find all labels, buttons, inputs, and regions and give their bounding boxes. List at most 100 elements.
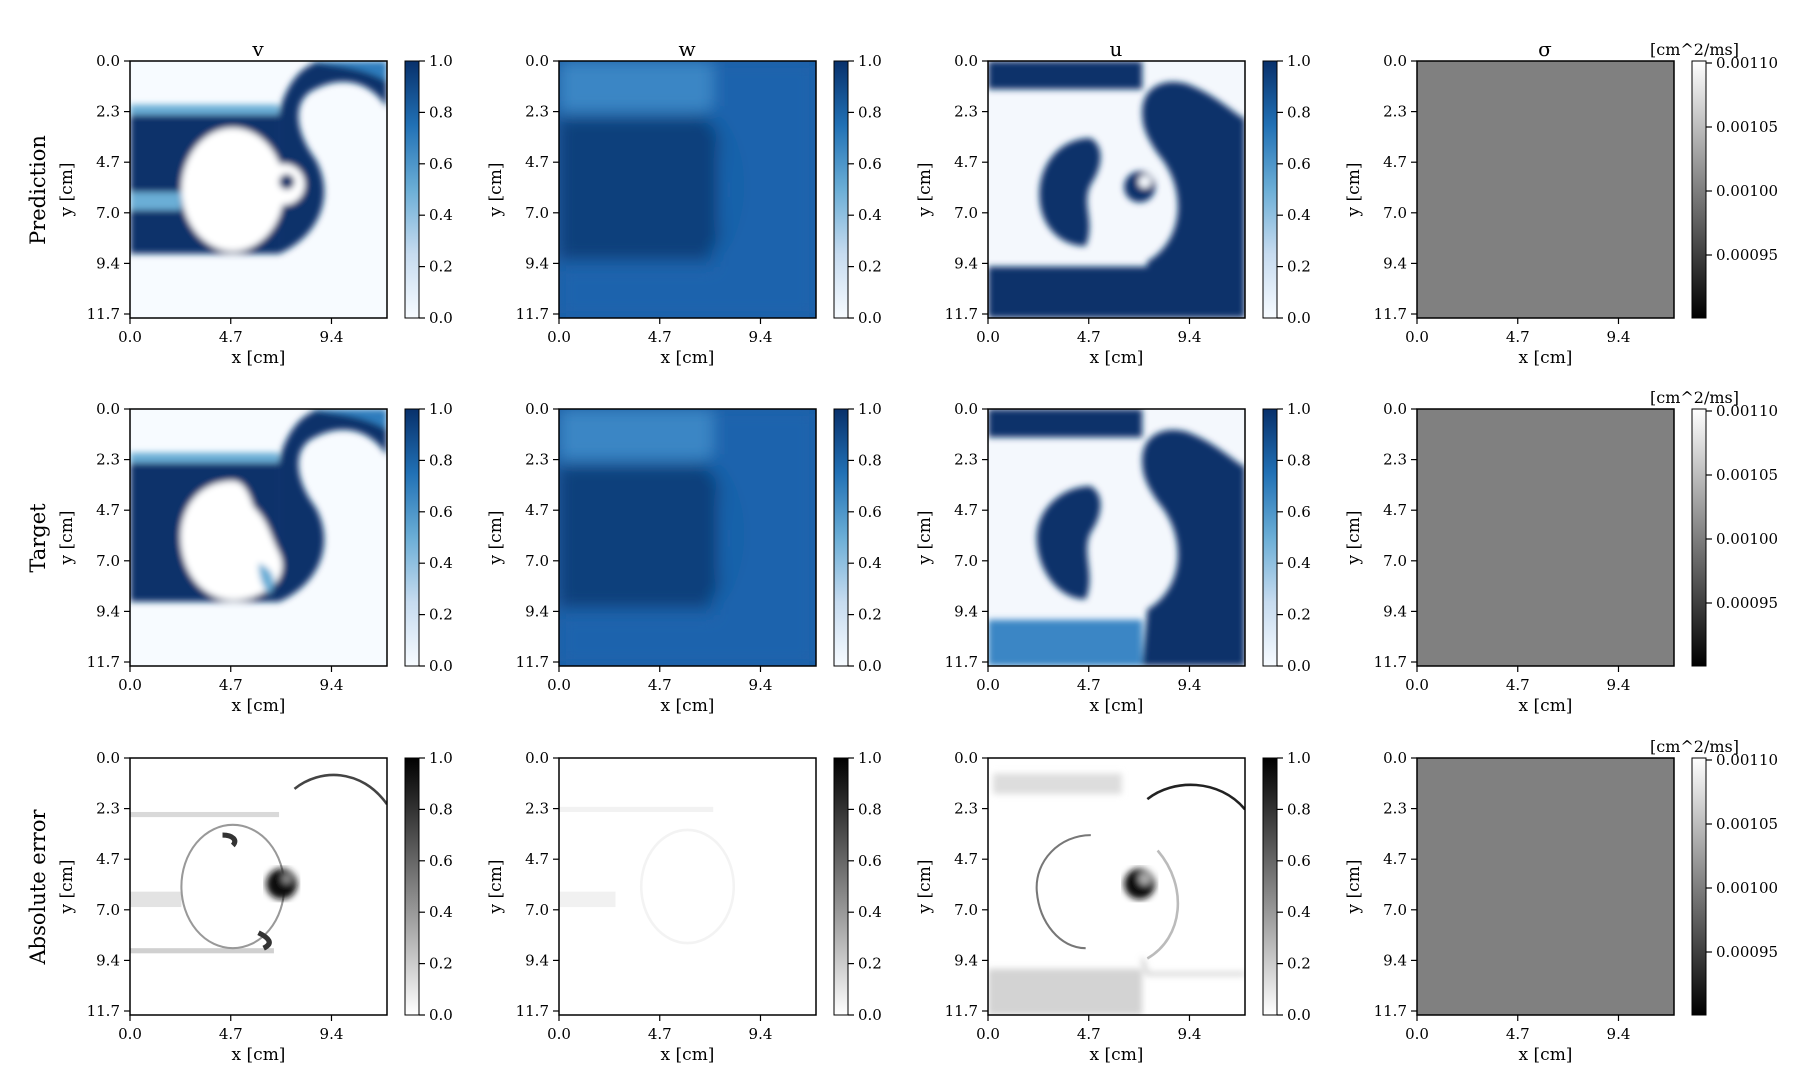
colorbar-tick-label: 1.0	[858, 400, 882, 418]
y-tick-label: 7.0	[1383, 901, 1407, 919]
y-tick-label: 2.3	[525, 103, 549, 121]
x-tick-label: 4.7	[648, 676, 672, 694]
y-tick-label: 7.0	[525, 552, 549, 570]
colorbar-tick-label: 0.4	[429, 554, 453, 572]
x-axis-label: x [cm]	[661, 348, 715, 368]
colorbar-target-sigma	[1692, 409, 1706, 666]
colorbar-tick-label: 0.2	[1287, 258, 1311, 276]
colorbar-tick-label: 0.00105	[1716, 118, 1778, 136]
panel-prediction-u	[988, 61, 1245, 318]
row-title-target: Target	[26, 503, 50, 573]
colorbar-tick-label: 0.0	[1287, 657, 1311, 675]
x-tick-label: 9.4	[1178, 328, 1202, 346]
y-tick-label: 0.0	[96, 52, 120, 70]
y-tick-label: 7.0	[954, 901, 978, 919]
y-tick-label: 2.3	[1383, 103, 1407, 121]
y-tick-label: 11.7	[1374, 305, 1407, 323]
y-tick-label: 9.4	[1383, 951, 1407, 969]
x-axis-label: x [cm]	[1090, 696, 1144, 716]
y-axis-label: y [cm]	[486, 511, 506, 566]
colorbar-tick-label: 0.6	[429, 155, 453, 173]
y-tick-label: 0.0	[96, 749, 120, 767]
x-tick-label: 4.7	[1506, 676, 1530, 694]
y-tick-label: 7.0	[954, 204, 978, 222]
y-tick-label: 11.7	[87, 653, 120, 671]
colorbar-tick-label: 0.6	[1287, 852, 1311, 870]
y-axis-label: y [cm]	[1344, 511, 1364, 566]
colorbar-tick-label: 0.2	[858, 606, 882, 624]
panel-error-w	[559, 758, 816, 1015]
x-tick-label: 4.7	[648, 1025, 672, 1043]
y-tick-label: 2.3	[1383, 800, 1407, 818]
x-tick-label: 0.0	[118, 1025, 142, 1043]
colorbar-tick-label: 1.0	[429, 749, 453, 767]
y-tick-label: 0.0	[1383, 749, 1407, 767]
colorbar-tick-label: 1.0	[858, 52, 882, 70]
colorbar-tick-label: 0.4	[1287, 206, 1311, 224]
colorbar-error-u	[1263, 758, 1277, 1015]
y-tick-label: 9.4	[96, 951, 120, 969]
y-tick-label: 2.3	[954, 451, 978, 469]
panel-error-v	[130, 758, 387, 1015]
x-tick-label: 4.7	[219, 328, 243, 346]
x-tick-label: 0.0	[118, 328, 142, 346]
x-tick-label: 9.4	[749, 328, 773, 346]
x-tick-label: 0.0	[1405, 328, 1429, 346]
colorbar-tick-label: 1.0	[1287, 749, 1311, 767]
panel-prediction-sigma	[1417, 61, 1674, 318]
colorbar-tick-label: 0.00105	[1716, 466, 1778, 484]
x-tick-label: 4.7	[1506, 1025, 1530, 1043]
colorbar-prediction-u	[1263, 61, 1277, 318]
colorbar-tick-label: 0.0	[858, 309, 882, 327]
colorbar-error-v	[405, 758, 419, 1015]
row-title-absolute-error: Absolute error	[26, 809, 50, 966]
x-tick-label: 9.4	[1178, 676, 1202, 694]
y-tick-label: 2.3	[96, 103, 120, 121]
y-tick-label: 11.7	[1374, 653, 1407, 671]
colorbar-tick-label: 0.2	[429, 955, 453, 973]
x-axis-label: x [cm]	[232, 348, 286, 368]
y-tick-label: 0.0	[1383, 400, 1407, 418]
y-tick-label: 11.7	[945, 653, 978, 671]
x-tick-label: 9.4	[749, 676, 773, 694]
y-tick-label: 4.7	[954, 153, 978, 171]
x-axis-label: x [cm]	[1519, 1045, 1573, 1065]
y-axis-label: y [cm]	[57, 860, 77, 915]
colorbar-tick-label: 0.4	[1287, 554, 1311, 572]
x-tick-label: 0.0	[976, 328, 1000, 346]
x-tick-label: 0.0	[118, 676, 142, 694]
y-tick-label: 11.7	[87, 305, 120, 323]
colorbar-tick-label: 0.4	[1287, 903, 1311, 921]
colorbar-prediction-v	[405, 61, 419, 318]
colorbar-tick-label: 1.0	[429, 400, 453, 418]
y-axis-label: y [cm]	[1344, 163, 1364, 218]
y-tick-label: 2.3	[1383, 451, 1407, 469]
y-tick-label: 0.0	[525, 400, 549, 418]
y-tick-label: 0.0	[1383, 52, 1407, 70]
y-tick-label: 9.4	[954, 254, 978, 272]
y-tick-label: 0.0	[954, 400, 978, 418]
panel-prediction-w	[559, 61, 816, 318]
y-tick-label: 4.7	[525, 153, 549, 171]
colorbar-tick-label: 0.6	[429, 852, 453, 870]
colorbar-tick-label: 0.4	[858, 554, 882, 572]
x-axis-label: x [cm]	[661, 696, 715, 716]
colorbar-tick-label: 0.8	[858, 800, 882, 818]
colorbar-tick-label: 0.0	[429, 1006, 453, 1024]
sigma-constant-field	[1417, 409, 1674, 666]
colorbar-tick-label: 0.6	[858, 852, 882, 870]
y-tick-label: 7.0	[96, 901, 120, 919]
y-tick-label: 2.3	[525, 800, 549, 818]
y-axis-label: y [cm]	[57, 511, 77, 566]
x-tick-label: 9.4	[1607, 328, 1631, 346]
colorbar-tick-label: 0.4	[429, 206, 453, 224]
y-tick-label: 7.0	[525, 901, 549, 919]
x-tick-label: 4.7	[219, 676, 243, 694]
y-tick-label: 2.3	[96, 451, 120, 469]
x-axis-label: x [cm]	[1519, 348, 1573, 368]
x-tick-label: 0.0	[976, 1025, 1000, 1043]
y-axis-label: y [cm]	[486, 163, 506, 218]
y-tick-label: 4.7	[525, 501, 549, 519]
y-axis-label: y [cm]	[486, 860, 506, 915]
y-tick-label: 7.0	[1383, 552, 1407, 570]
